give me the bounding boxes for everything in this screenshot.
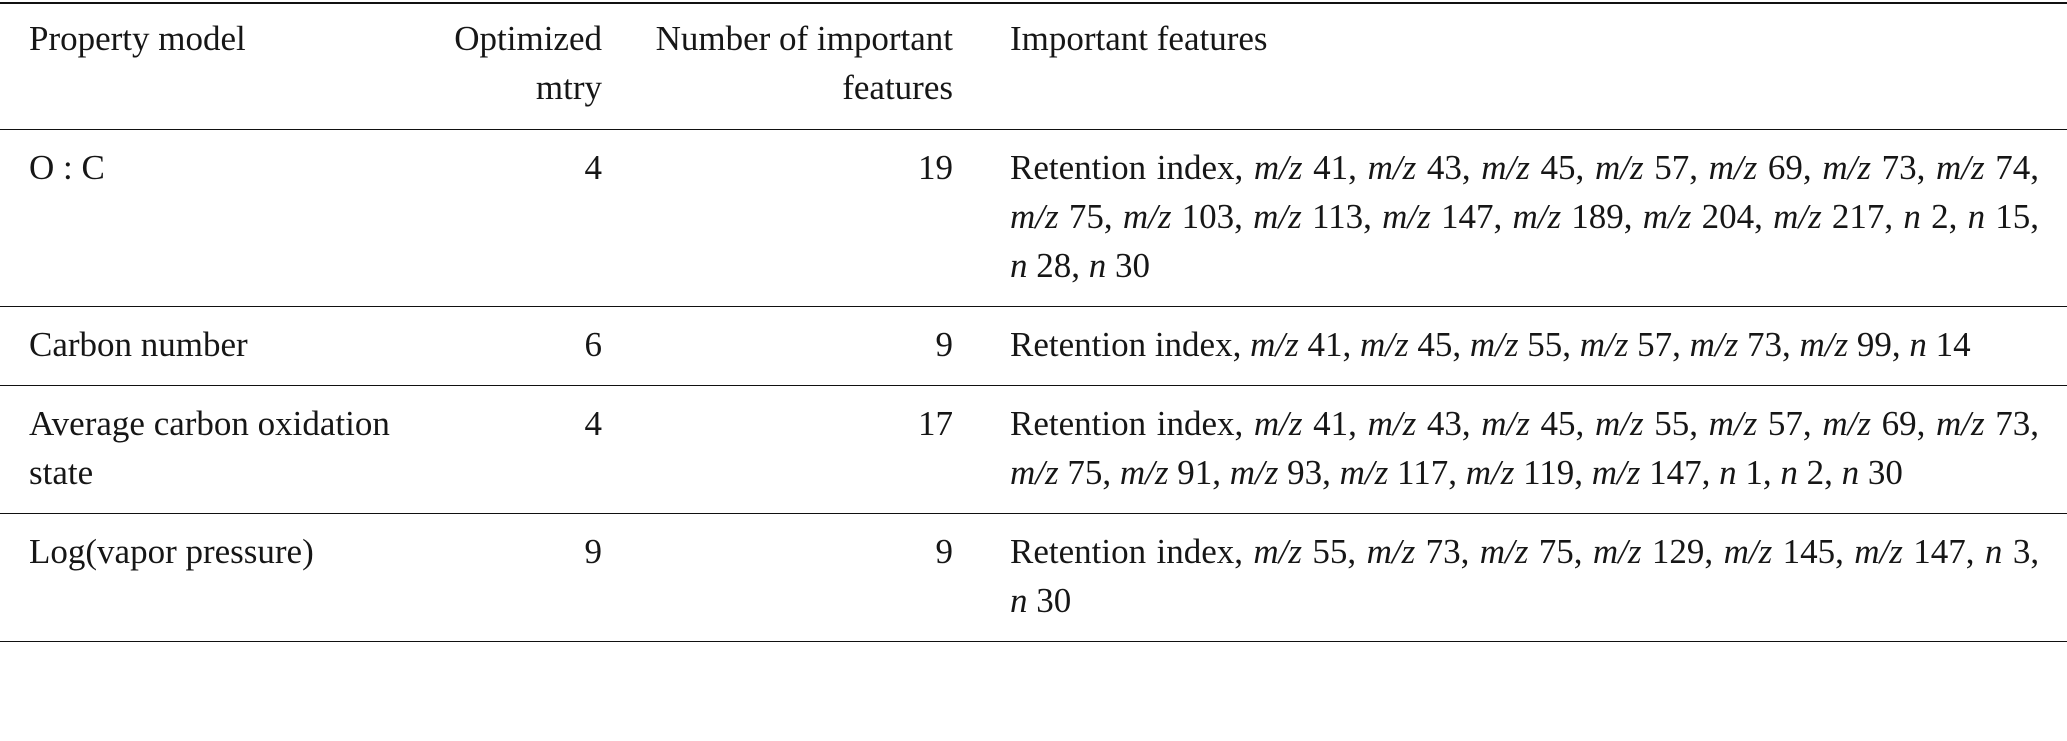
table-cell: Retention index, m/z 41, m/z 43, m/z 45,… [1010,148,2040,285]
table-row: Average carbon oxidation state 4 17 Retenti… [0,386,2067,514]
table-cell: 17 [918,404,953,443]
table-cell: 9 [584,532,603,571]
table-cell: Retention index, m/z 41, m/z 45, m/z 55,… [1010,325,1971,364]
table-body: O : C 4 19 Retention index, m/z 41, m/z 43,… [0,130,2067,642]
data-table: Property model Optimized mtry Number of im… [0,2,2067,642]
header-row: Property model Optimized mtry Number of im… [0,3,2067,130]
table-cell: Log(vapor pressure) [29,532,314,571]
table-cell: Retention index, m/z 55, m/z 73, m/z 75,… [1010,532,2040,620]
table-cell: O : C [29,148,105,187]
header-cell: Optimized mtry [454,19,602,107]
table-cell: Retention index, m/z 41, m/z 43, m/z 45,… [1010,404,2040,492]
table-cell: 9 [935,532,954,571]
header-cell: Property model [29,19,246,58]
table-header: Property model Optimized mtry Number of im… [0,3,2067,130]
table-cell: 6 [584,325,603,364]
header-cell: Number of important features [655,19,953,107]
table-cell: 9 [935,325,954,364]
table-row: Log(vapor pressure) 9 9 Retention index, m/… [0,514,2067,642]
table-row: Carbon number 6 9 Retention index, m/z 41, … [0,307,2067,386]
table-cell: 19 [918,148,953,187]
table-cell: 4 [584,148,603,187]
table-row: O : C 4 19 Retention index, m/z 41, m/z 43,… [0,130,2067,307]
table-cell: Average carbon oxidation state [29,404,390,492]
header-cell: Important features [1010,19,1268,58]
table-cell: 4 [584,404,603,443]
table-cell: Carbon number [29,325,248,364]
